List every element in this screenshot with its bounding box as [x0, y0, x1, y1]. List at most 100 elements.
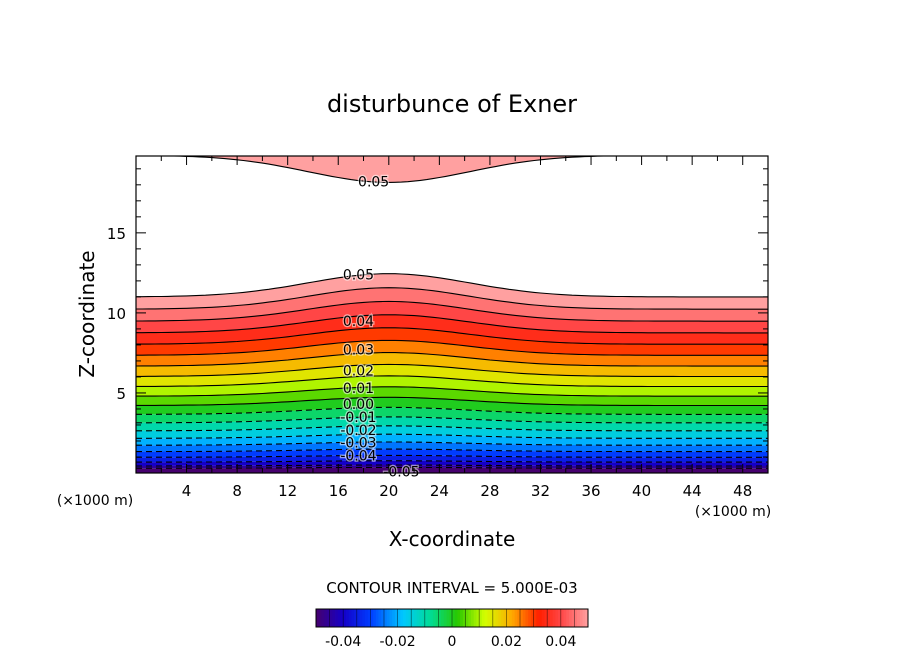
colorbar-cell	[498, 609, 502, 627]
contour-label: -0.02	[340, 423, 376, 439]
colorbar-cell	[367, 609, 371, 627]
colorbar-cell	[484, 609, 488, 627]
colorbar-cell	[430, 609, 434, 627]
colorbar-cell	[373, 609, 377, 627]
colorbar-cell	[335, 609, 339, 627]
colorbar-cell	[356, 609, 360, 627]
colorbar-cell	[441, 609, 445, 627]
colorbar-cell	[571, 609, 575, 627]
colorbar-cell	[473, 609, 477, 627]
x-axis-unit: (×1000 m)	[695, 504, 771, 520]
contour-line	[136, 287, 768, 310]
x-tick-label: 40	[632, 482, 651, 500]
colorbar-cell	[549, 609, 554, 627]
colorbar-cell	[462, 609, 466, 627]
colorbar-cell	[558, 609, 562, 627]
colorbar-cell	[340, 609, 344, 627]
colorbar-cell	[359, 609, 363, 627]
colorbar-cell	[500, 609, 505, 627]
colorbar-cell	[326, 609, 330, 627]
colorbar-cell	[525, 609, 529, 627]
colorbar-cell	[403, 609, 407, 627]
contour-line	[136, 327, 768, 345]
colorbar-cell	[452, 609, 456, 627]
contour-interval-label: CONTOUR INTERVAL = 5.000E-03	[326, 579, 577, 597]
contour-band	[136, 425, 768, 439]
colorbar-cell	[364, 609, 369, 627]
colorbar-cell	[446, 609, 450, 627]
colorbar-cell	[389, 609, 393, 627]
contour-band	[136, 273, 768, 310]
y-tick-label: 5	[116, 385, 126, 403]
contour-band	[136, 434, 768, 446]
colorbar-cell	[400, 609, 404, 627]
colorbar-cell	[468, 609, 472, 627]
colorbar-cell	[432, 609, 437, 627]
colorbar-cell	[582, 609, 586, 627]
x-axis-label: X-coordinate	[389, 527, 516, 551]
colorbar-cell	[345, 609, 350, 627]
colorbar-cell	[370, 609, 374, 627]
x-tick-label: 48	[733, 482, 752, 500]
contour-line	[136, 448, 768, 453]
colorbar-cell	[492, 609, 496, 627]
colorbar-cell	[354, 609, 358, 627]
contour-label: -0.05	[383, 464, 419, 480]
x-tick-label: 12	[278, 482, 297, 500]
y-tick-label: 10	[107, 305, 126, 323]
contour-line	[136, 454, 768, 458]
contour-label: 0.00	[343, 397, 374, 413]
colorbar-cell	[539, 609, 543, 627]
colorbar-cell	[386, 609, 390, 627]
contour-band	[136, 352, 768, 377]
x-tick-label: 16	[329, 482, 348, 500]
x-tick-label: 36	[581, 482, 600, 500]
contour-line	[136, 441, 768, 446]
colorbar-cell	[394, 609, 398, 627]
colorbar	[315, 608, 589, 628]
colorbar-cell	[422, 609, 426, 627]
colorbar-cell	[454, 609, 458, 627]
colorbar-cell	[392, 609, 396, 627]
contour-line	[136, 433, 768, 439]
colorbar-tick-label: 0.04	[545, 634, 576, 650]
contour-label: -0.01	[340, 410, 376, 426]
colorbar-tick-labels: -0.04 -0.02 0 0.02 0.04	[325, 634, 576, 650]
contour-labels: 0.050.050.040.030.020.010.00-0.01-0.02-0…	[339, 173, 421, 481]
contour-line	[136, 464, 768, 467]
colorbar-cell	[362, 609, 366, 627]
colorbar-cell	[405, 609, 409, 627]
contour-label: 0.05	[358, 175, 389, 191]
contour-line	[136, 386, 768, 397]
contour-band	[136, 314, 768, 345]
contour-band	[136, 442, 768, 452]
x-tick-label: 32	[531, 482, 550, 500]
colorbar-cell	[411, 609, 415, 627]
x-tick-label: 8	[232, 482, 242, 500]
contour-fills	[136, 156, 768, 473]
colorbar-cell	[416, 609, 420, 627]
contour-line	[136, 314, 768, 334]
colorbar-cell	[435, 609, 439, 627]
contour-line	[136, 406, 768, 415]
colorbar-cell	[408, 609, 412, 627]
colorbar-cell	[481, 609, 486, 627]
contour-line	[136, 425, 768, 432]
plot-area: 0.050.050.040.030.020.010.00-0.01-0.02-0…	[107, 155, 769, 500]
colorbar-cell	[375, 609, 379, 627]
contour-label: 0.01	[343, 381, 374, 397]
contour-line	[136, 300, 768, 322]
colorbar-cell	[577, 609, 581, 627]
colorbar-cell	[337, 609, 341, 627]
contour-line	[136, 375, 768, 388]
colorbar-cell	[555, 609, 559, 627]
y-axis-label: Z-coordinate	[75, 250, 99, 377]
colorbar-cell	[520, 609, 524, 627]
colorbar-cell	[381, 609, 385, 627]
colorbar-tick-label: -0.02	[379, 634, 415, 650]
contour-line	[136, 363, 768, 378]
contour-line	[136, 466, 768, 469]
x-tick-label: 4	[182, 482, 192, 500]
contour-band-upper	[136, 156, 768, 183]
